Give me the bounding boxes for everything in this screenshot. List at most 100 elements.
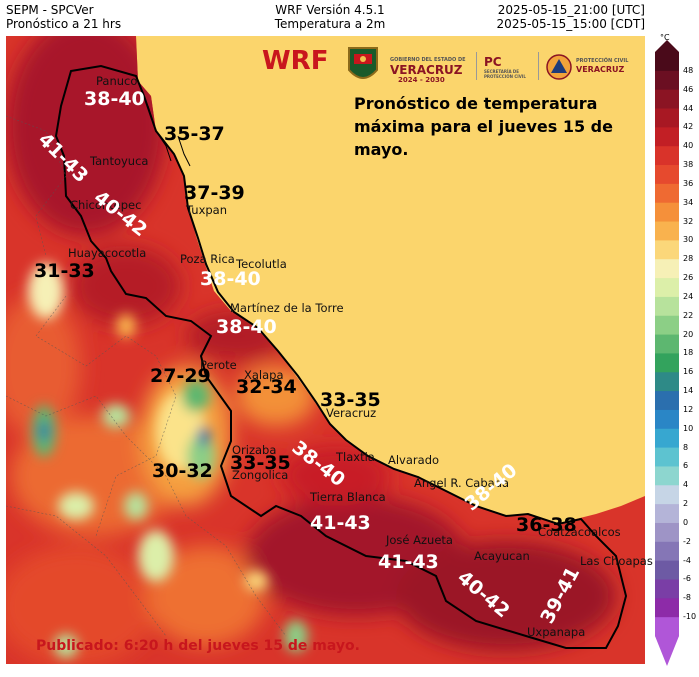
colorbar-tick-label: 28 (683, 254, 694, 264)
colorbar-tick-label: 38 (683, 160, 694, 170)
temperature-map (6, 36, 645, 664)
city-label: Zongolica (232, 468, 289, 482)
temp-range-label: 30-32 (152, 460, 213, 482)
colorbar-segment (655, 315, 679, 336)
header-model-version: WRF Versión 4.5.1 (275, 3, 385, 17)
colorbar-tick-label: 22 (683, 310, 694, 320)
city-label: Tlaxtla (336, 450, 375, 464)
colorbar-tick-label: -2 (683, 536, 691, 546)
colorbar-tick-label: 2 (683, 499, 689, 509)
city-label: Martínez de la Torre (230, 301, 344, 315)
colorbar-segment (655, 617, 679, 637)
colorbar-tick-label: -6 (683, 574, 691, 584)
temp-range-label: 33-35 (320, 389, 381, 411)
city-label: Tantoyuca (90, 154, 149, 168)
gov-line2: VERACRUZ (390, 63, 463, 77)
temp-range-label: 33-35 (230, 452, 291, 474)
colorbar-tick-label: 42 (683, 122, 694, 132)
model-label: WRF (262, 46, 329, 76)
temp-range-label: 31-33 (34, 260, 95, 282)
colorbar-segment (655, 259, 679, 279)
city-label: Alvarado (388, 453, 440, 467)
colorbar-segment (655, 391, 679, 411)
colorbar-segment (655, 560, 679, 580)
colorbar-segment (655, 70, 679, 91)
city-label: José Azueta (386, 533, 453, 547)
colorbar-unit: °C (660, 33, 670, 42)
municipal-boundaries (6, 115, 287, 637)
colorbar-tick-label: 48 (683, 65, 694, 75)
pc2-line1: PROTECCIÓN CIVIL (576, 58, 629, 64)
logo-divider-2 (538, 52, 539, 80)
colorbar-segment (655, 372, 679, 392)
city-label: Ángel R. Cabada (414, 476, 510, 490)
colorbar-tick-label: 4 (683, 480, 689, 490)
forecast-title: Pronóstico de temperatura máxima para el… (354, 94, 613, 159)
colorbar-tick-label: 12 (683, 404, 694, 414)
header-lead-time: Pronóstico a 21 hrs (6, 17, 122, 31)
colorbar-segment (655, 428, 679, 449)
colorbar-bottom-arrow (655, 636, 679, 666)
colorbar-segment (655, 52, 679, 72)
header-right: 2025-05-15_21:00 [UTC] 2025-05-15_15:00 … (497, 3, 645, 31)
logo-divider-1 (476, 52, 477, 80)
colorbar-segment (655, 296, 679, 317)
city-label: Orizaba (232, 443, 277, 457)
city-label: Tecolutla (236, 257, 287, 271)
colorbar-top-arrow (655, 40, 679, 52)
colorbar-tick-label: 40 (683, 141, 694, 151)
colorbar-segment (655, 146, 679, 166)
colorbar-tick-label: 14 (683, 386, 694, 396)
city-label: Acayucan (474, 549, 530, 563)
colorbar-segment (655, 183, 679, 204)
city-label: Perote (200, 358, 237, 372)
colorbar-tick-label: -8 (683, 593, 691, 603)
colorbar-segment (655, 89, 679, 110)
colorbar-segment (655, 221, 679, 241)
veracruz-seal-icon (348, 47, 378, 79)
city-label: Uxpanapa (527, 625, 586, 639)
colorbar-tick-label: 10 (683, 423, 694, 433)
colorbar-tick-label: 6 (683, 461, 689, 471)
temp-range-label: 41-43 (310, 512, 371, 534)
colorbar-segment (655, 240, 679, 260)
colorbar-tick-label: 20 (683, 329, 694, 339)
temp-range-label: 38-40 (200, 268, 261, 290)
city-label: Tierra Blanca (310, 490, 386, 504)
colorbar-segment (655, 504, 679, 524)
pc-sub1: SECRETARÍA DE (484, 69, 519, 74)
colorbar-tick-label: -4 (683, 555, 691, 565)
colorbar-segment (655, 278, 679, 298)
header-time-cdt: 2025-05-15_15:00 [CDT] (496, 17, 645, 31)
colorbar-segment (655, 165, 679, 185)
colorbar-segment (655, 522, 679, 543)
colorbar-segment (655, 598, 679, 618)
colorbar-segment (655, 127, 679, 147)
published-note: Publicado: 6:20 h del jueves 15 de mayo. (36, 638, 360, 654)
civil-protection-icon (546, 54, 572, 80)
colorbar-tick-label: 36 (683, 178, 694, 188)
tamiahua-lagoon (147, 105, 191, 167)
agency-logos: GOBIERNO DEL ESTADO DE VERACRUZ 2024 - 2… (342, 46, 644, 88)
colorbar-segment (655, 541, 679, 562)
colorbar-segment (655, 334, 679, 354)
city-label: Poza Rica (180, 252, 235, 266)
veracruz-state-border (54, 64, 628, 649)
colorbar-tick-label: -10 (683, 612, 697, 622)
header-left: SEPM - SPCVer Pronóstico a 21 hrs (6, 3, 121, 31)
colorbar-tick-label: 44 (683, 103, 694, 113)
colorbar-segment (655, 409, 679, 430)
colorbar-tick-label: 18 (683, 348, 694, 358)
colorbar-segment (655, 485, 679, 505)
city-label: Xalapa (244, 368, 284, 382)
temp-range-label: 36-38 (516, 514, 577, 536)
header-agency: SEPM - SPCVer (6, 3, 94, 17)
temp-range-label: 27-29 (150, 365, 211, 387)
temp-range-label: 32-34 (236, 376, 297, 398)
colorbar-segment (655, 202, 679, 223)
temp-range-label: 38-40 (84, 88, 145, 110)
colorbar-tick-label: 16 (683, 367, 694, 377)
colorbar-tick-label: 34 (683, 197, 694, 207)
gov-line3: 2024 - 2030 (398, 76, 445, 84)
temp-range-label: 37-39 (184, 182, 245, 204)
